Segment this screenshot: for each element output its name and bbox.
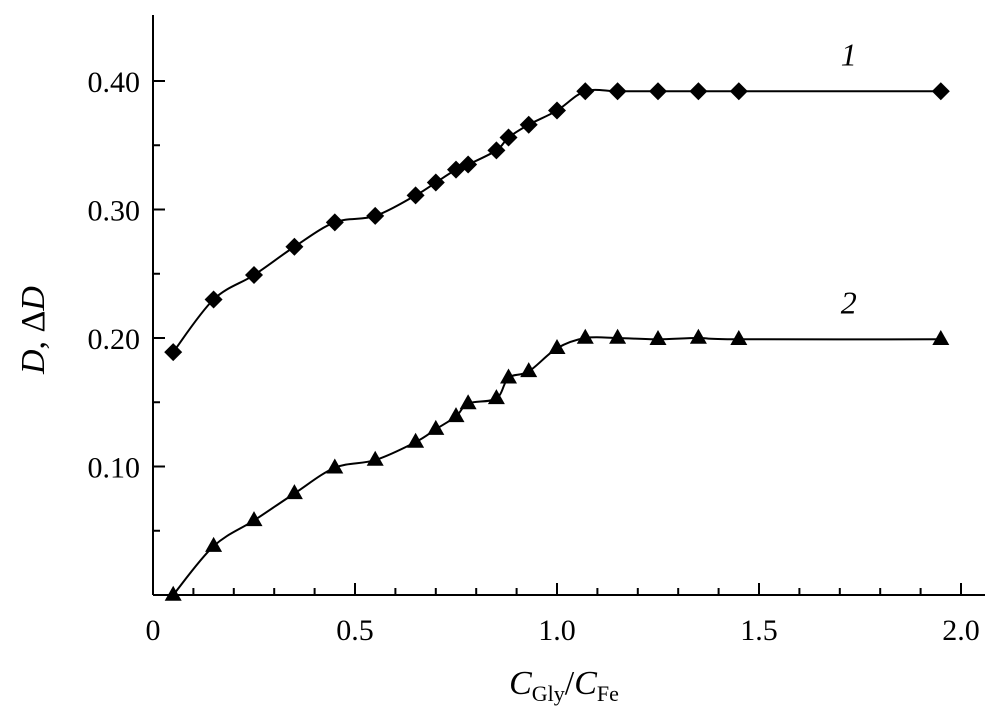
series-1-point	[689, 82, 708, 101]
series-1-point	[729, 82, 748, 101]
x-title-sub1: Gly	[532, 681, 565, 706]
series-2-point	[576, 328, 594, 344]
y-tick-label: 0.40	[88, 66, 141, 99]
y-tick-label: 0.20	[88, 323, 141, 356]
series-2-point	[447, 407, 465, 423]
series-1-point	[487, 141, 506, 160]
series-1-point	[519, 115, 538, 134]
x-title-c1: C	[509, 665, 532, 702]
x-tick-label: 2.0	[942, 614, 980, 647]
x-title-sub2: Fe	[597, 681, 619, 706]
series-1-point	[608, 82, 627, 101]
x-tick-label: 0	[146, 614, 161, 647]
series-1-point	[649, 82, 667, 101]
y-title-sep: , Δ	[15, 311, 52, 350]
y-axis-title: D, ΔD	[15, 286, 52, 375]
series-2-point	[649, 329, 667, 345]
ticks: 0 0.5 1.0 1.5 2.0 0.10 0.20 0.30 0.40	[88, 66, 980, 647]
series-2-point	[326, 458, 344, 474]
series-1-point	[164, 343, 183, 362]
series-2-point	[407, 432, 425, 448]
series-1-line	[172, 88, 941, 353]
x-title-c2: C	[574, 665, 597, 702]
series-2-point	[500, 368, 518, 384]
series-1-point	[931, 82, 950, 101]
x-tick-label: 1.5	[740, 614, 778, 647]
series-1-tag: 1	[841, 36, 857, 72]
series-1-point	[325, 213, 344, 232]
x-title-sep: /	[565, 665, 575, 702]
series-1-point	[576, 82, 595, 101]
series-2-point	[689, 328, 707, 344]
series-2-point	[730, 329, 748, 345]
series-2-point	[285, 484, 303, 500]
series-1-point	[204, 290, 223, 309]
series-1-point	[366, 206, 385, 225]
series-2-point	[487, 389, 505, 405]
labels: 12	[841, 36, 857, 320]
series-1-point	[406, 186, 425, 205]
series-2-point	[459, 394, 477, 410]
axes	[152, 15, 985, 596]
y-tick-label: 0.30	[88, 195, 141, 228]
x-axis-title: CGly/CFe	[509, 665, 619, 706]
series-2-tag: 2	[841, 284, 857, 320]
series-1-point	[459, 155, 478, 174]
series-2-point	[609, 328, 627, 344]
series-2-point	[245, 511, 263, 527]
series-1-point	[548, 101, 566, 120]
series-2-point	[520, 362, 538, 378]
y-title-d2: D	[15, 286, 52, 312]
series-2-point	[427, 419, 445, 435]
series-2-point	[548, 338, 566, 354]
markers	[164, 82, 950, 601]
series-1-point	[426, 173, 445, 192]
x-tick-label: 1.0	[538, 614, 576, 647]
series-1-point	[245, 266, 263, 285]
series-2-point	[164, 585, 182, 601]
x-tick-label: 0.5	[336, 614, 374, 647]
series-1-point	[499, 128, 518, 147]
series-1-point	[285, 237, 304, 256]
y-tick-label: 0.10	[88, 452, 141, 485]
series-2-point	[205, 536, 223, 552]
y-title-d1: D	[15, 349, 52, 375]
series-2-line	[172, 336, 941, 596]
series-2-point	[366, 450, 384, 466]
series-2-point	[932, 329, 950, 345]
